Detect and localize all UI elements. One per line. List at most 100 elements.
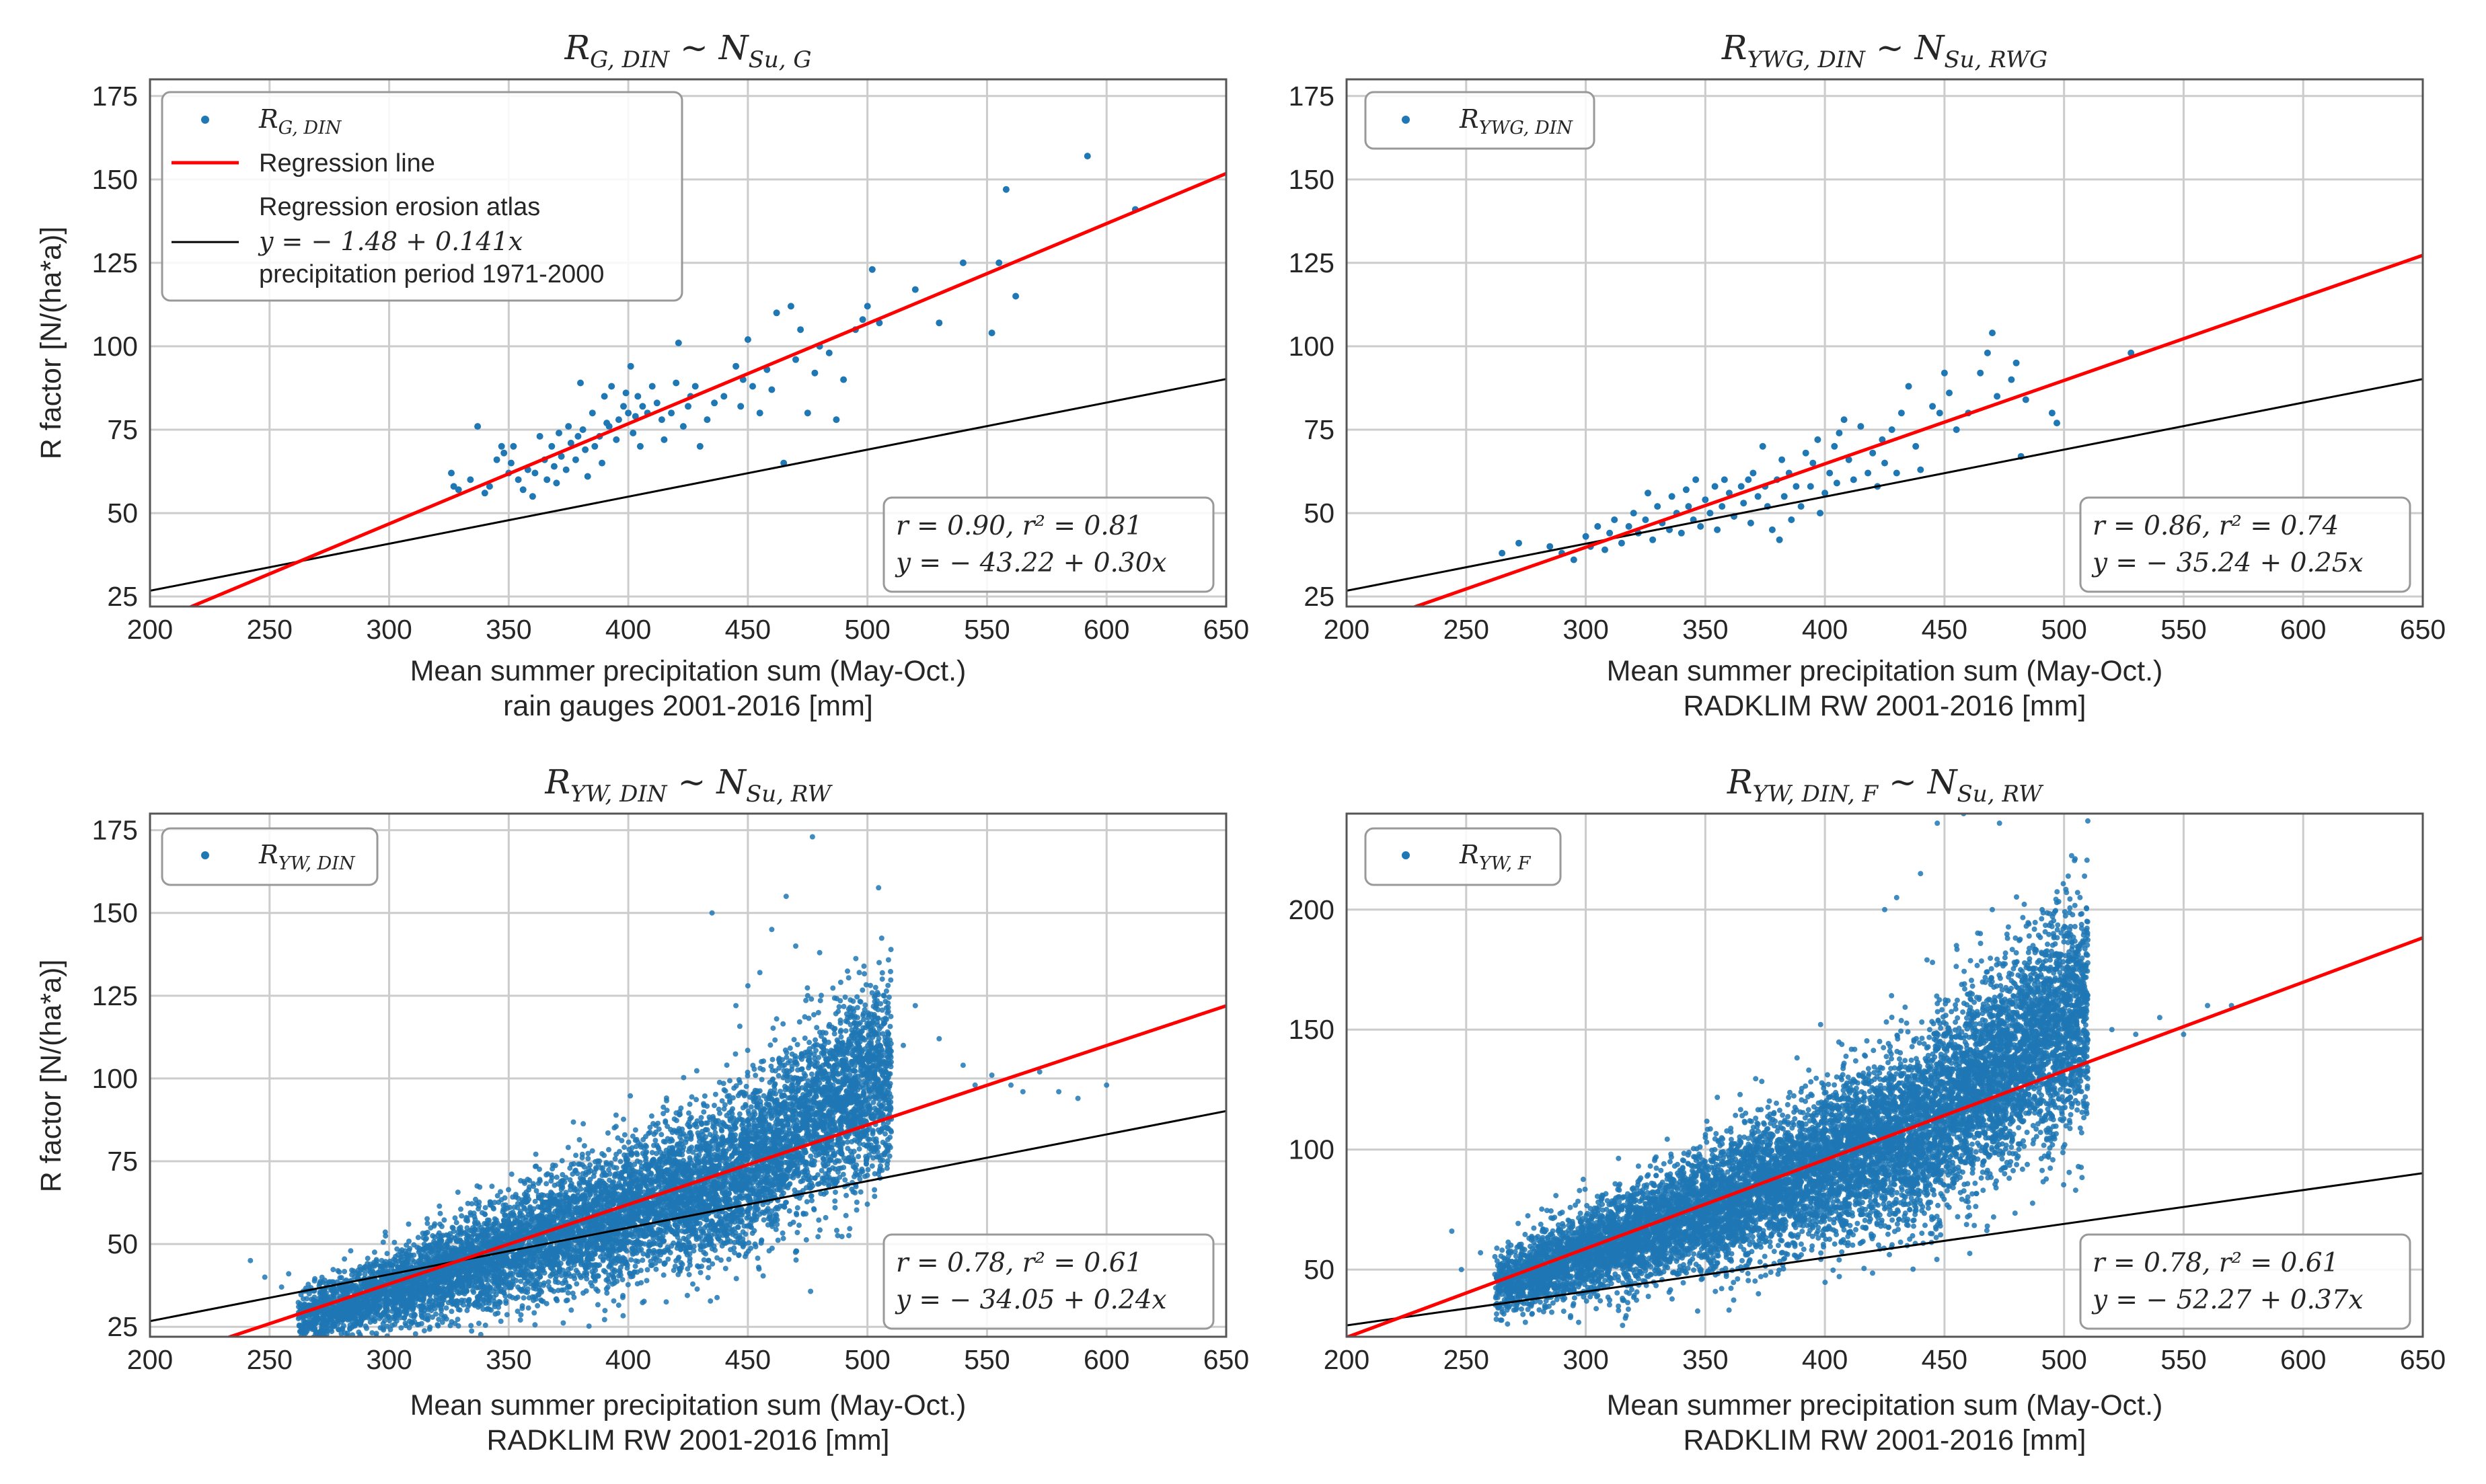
scatter-point: [1602, 546, 1608, 553]
scatter-point: [936, 319, 943, 327]
scatter-point: [843, 1192, 850, 1198]
scatter-point: [755, 1255, 761, 1261]
scatter-point: [489, 1183, 495, 1189]
scatter-point: [832, 1205, 838, 1211]
x-axis-label: Mean summer precipitation sum (May-Oct.): [1607, 655, 2163, 687]
scatter-point: [768, 386, 776, 393]
scatter-point: [301, 1355, 306, 1360]
stats-frame: [2079, 496, 2411, 593]
scatter-point: [494, 1193, 500, 1199]
scatter-point: [533, 1151, 539, 1157]
scatter-point: [515, 1294, 521, 1300]
scatter-point: [1692, 476, 1700, 483]
scatter-point: [467, 476, 474, 483]
scatter-point: [630, 1133, 636, 1139]
scatter-point: [804, 1199, 810, 1205]
scatter-point: [658, 416, 665, 424]
legend-label-regression: Regression line: [259, 149, 435, 178]
scatter-point: [1737, 483, 1745, 490]
scatter-point: [748, 1104, 754, 1110]
scatter-point: [833, 1189, 838, 1196]
title-sub2: Su, G: [749, 46, 812, 73]
plot-marks: [150, 153, 1226, 607]
scatter-point: [880, 1021, 887, 1027]
scatter-point: [854, 1200, 860, 1205]
scatter-point: [428, 1225, 434, 1231]
scatter-point: [786, 1208, 792, 1214]
scatter-point: [552, 1163, 558, 1169]
x-tick-label: 400: [1802, 614, 1848, 645]
scatter-point: [563, 1298, 569, 1304]
scatter-point: [2008, 376, 2015, 383]
scatter-point: [1833, 479, 1840, 487]
scatter-point: [756, 1266, 762, 1272]
x-tick-labels: 200 250 300 350 400 450 500 550 600 650: [1324, 614, 2446, 645]
scatter-point: [1499, 549, 1506, 557]
scatter-point: [327, 1338, 332, 1343]
scatter-point: [644, 1278, 650, 1284]
stats-correlation: r = 0.86, r² = 0.74: [2093, 511, 2339, 541]
scatter-point: [794, 1248, 800, 1254]
scatter-point: [802, 1014, 808, 1020]
scatter-point: [1725, 490, 1733, 497]
scatter-point: [1682, 486, 1690, 494]
scatter-point: [316, 1341, 322, 1346]
scatter-point: [761, 1217, 767, 1223]
scatter-point: [449, 1309, 455, 1315]
x-tick-label: 600: [1084, 614, 1129, 645]
scatter-point: [1888, 426, 1895, 433]
scatter-point: [1893, 469, 1900, 477]
scatter-point: [634, 1152, 640, 1157]
scatter-point: [585, 1150, 591, 1157]
scatter-point: [1084, 153, 1091, 160]
scatter-point: [565, 423, 572, 430]
scatter-point: [834, 1227, 839, 1233]
title-main: R: [1721, 28, 1747, 67]
y-tick-label: 50: [107, 498, 138, 529]
scatter-point: [627, 362, 634, 370]
x-tick-label: 550: [964, 614, 1010, 645]
scatter-point: [521, 1295, 527, 1301]
scatter-point: [453, 1220, 459, 1226]
scatter-point: [411, 1252, 417, 1258]
scatter-point: [1747, 519, 1754, 526]
scatter-point: [679, 1228, 685, 1234]
scatter-point: [1606, 529, 1614, 537]
scatter-point: [1768, 526, 1776, 533]
scatter-point: [711, 399, 718, 407]
stats-frame: [882, 496, 1215, 593]
title-mid: ~ N: [1865, 28, 1946, 67]
scatter-point: [1826, 469, 1834, 477]
x-tick-label: 650: [1203, 614, 1249, 645]
scatter-point: [727, 1099, 732, 1105]
scatter-point: [531, 469, 539, 477]
scatter-point: [815, 1172, 821, 1178]
scatter-point: [661, 1104, 667, 1110]
scatter-point: [560, 1320, 566, 1326]
scatter-point: [574, 432, 582, 440]
scatter-point: [772, 1037, 778, 1043]
gridlines: [149, 79, 1228, 607]
scatter-point: [634, 393, 642, 400]
x-tick-label: 250: [1443, 614, 1489, 645]
scatter-point: [574, 1281, 580, 1287]
scatter-point: [1625, 522, 1632, 530]
scatter-point: [1012, 292, 1020, 300]
scatter-point: [510, 442, 517, 450]
scatter-point: [498, 1319, 504, 1324]
scatter-point: [559, 1158, 565, 1164]
scatter-point: [845, 968, 850, 974]
scatter-point: [1850, 476, 1857, 483]
x-tick-label: 600: [2280, 614, 2326, 645]
scatter-point: [622, 1144, 628, 1150]
y-tick-label: 100: [92, 331, 138, 362]
axes-frame: [1345, 78, 2424, 608]
scatter-point: [671, 1240, 677, 1246]
scatter-point: [804, 409, 811, 417]
scatter-point: [696, 442, 704, 450]
scatter-point: [843, 1212, 849, 1218]
y-tick-label: 150: [1289, 164, 1334, 195]
y-tick-label: 175: [92, 81, 138, 112]
scatter-point: [591, 442, 599, 450]
scatter-point: [796, 1222, 802, 1228]
